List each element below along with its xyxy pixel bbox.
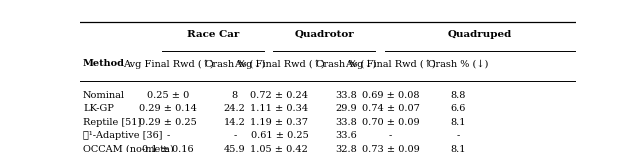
Text: 0.29 ± 0.25: 0.29 ± 0.25 xyxy=(140,118,197,127)
Text: Avg Final Rwd (↑): Avg Final Rwd (↑) xyxy=(123,59,214,69)
Text: Crash % (↓): Crash % (↓) xyxy=(316,59,376,68)
Text: LK-GP: LK-GP xyxy=(83,104,114,113)
Text: Reptile [51]: Reptile [51] xyxy=(83,118,141,127)
Text: -: - xyxy=(166,131,170,140)
Text: Avg Final Rwd (↑): Avg Final Rwd (↑) xyxy=(345,59,436,69)
Text: 0.29 ± 0.14: 0.29 ± 0.14 xyxy=(140,104,197,113)
Text: Race Car: Race Car xyxy=(187,30,239,39)
Text: -: - xyxy=(233,131,236,140)
Text: 0.70 ± 0.09: 0.70 ± 0.09 xyxy=(362,118,419,127)
Text: 45.9: 45.9 xyxy=(224,145,246,152)
Text: 32.8: 32.8 xyxy=(335,145,356,152)
Text: 24.2: 24.2 xyxy=(224,104,246,113)
Text: Method: Method xyxy=(83,59,125,68)
Text: ℒ¹-Adaptive [36]: ℒ¹-Adaptive [36] xyxy=(83,131,163,140)
Text: Nominal: Nominal xyxy=(83,91,125,100)
Text: 0.25 ± 0: 0.25 ± 0 xyxy=(147,91,189,100)
Text: 1.05 ± 0.42: 1.05 ± 0.42 xyxy=(250,145,308,152)
Text: 14.2: 14.2 xyxy=(224,118,246,127)
Text: 0.69 ± 0.08: 0.69 ± 0.08 xyxy=(362,91,419,100)
Text: 8.8: 8.8 xyxy=(451,91,466,100)
Text: 8: 8 xyxy=(232,91,238,100)
Text: -: - xyxy=(389,131,392,140)
Text: 1.11 ± 0.34: 1.11 ± 0.34 xyxy=(250,104,308,113)
Text: 0.74 ± 0.07: 0.74 ± 0.07 xyxy=(362,104,419,113)
Text: 33.6: 33.6 xyxy=(335,131,356,140)
Text: 8.1: 8.1 xyxy=(450,118,466,127)
Text: Crash % (↓): Crash % (↓) xyxy=(428,59,488,68)
Text: 6.6: 6.6 xyxy=(451,104,466,113)
Text: Quadruped: Quadruped xyxy=(447,30,512,39)
Text: 33.8: 33.8 xyxy=(335,91,356,100)
Text: 33.8: 33.8 xyxy=(335,118,356,127)
Text: OCCAM (no-meta): OCCAM (no-meta) xyxy=(83,145,173,152)
Text: 1.19 ± 0.37: 1.19 ± 0.37 xyxy=(250,118,308,127)
Text: Crash % (↓): Crash % (↓) xyxy=(205,59,265,68)
Text: -: - xyxy=(456,131,460,140)
Text: 29.9: 29.9 xyxy=(335,104,356,113)
Text: 8.1: 8.1 xyxy=(450,145,466,152)
Text: 0.72 ± 0.24: 0.72 ± 0.24 xyxy=(250,91,308,100)
Text: 0.1 ± 0.16: 0.1 ± 0.16 xyxy=(143,145,194,152)
Text: 0.61 ± 0.25: 0.61 ± 0.25 xyxy=(250,131,308,140)
Text: 0.73 ± 0.09: 0.73 ± 0.09 xyxy=(362,145,419,152)
Text: Quadrotor: Quadrotor xyxy=(294,30,354,39)
Text: Avg Final Rwd (↑): Avg Final Rwd (↑) xyxy=(234,59,324,69)
